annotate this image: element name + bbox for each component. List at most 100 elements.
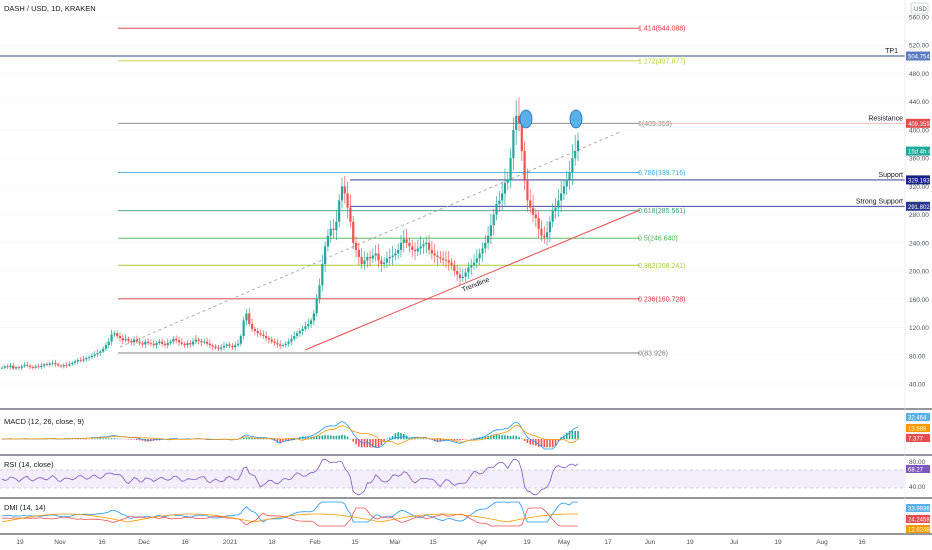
macd-histogram-bar	[338, 435, 340, 440]
candle-body	[17, 367, 20, 368]
macd-histogram-bar	[284, 439, 287, 442]
macd-histogram-bar	[259, 438, 262, 440]
candle-body	[267, 338, 271, 340]
candle-body	[394, 253, 397, 256]
candle-body	[293, 336, 296, 339]
time-tick: Mar	[389, 539, 401, 546]
macd-histogram-bar	[459, 439, 461, 441]
macd-histogram-bar	[504, 435, 506, 440]
macd-histogram-bar	[419, 438, 422, 440]
macd-line	[1, 420, 579, 450]
trendline	[304, 209, 641, 351]
candle-body	[141, 343, 144, 345]
candle-body	[464, 272, 467, 277]
candle-body	[194, 339, 197, 342]
candle-body	[183, 343, 186, 346]
price-axis[interactable]: 40.00 80.00 120.00 160.00 200.00 240.00 280.00…	[909, 15, 929, 389]
time-tick: Dec	[138, 539, 150, 546]
candle-body	[576, 140, 580, 152]
price-tag-text: 504.754	[908, 54, 930, 60]
candle-body	[276, 343, 279, 345]
fib-label: 0.5(246.640)	[638, 236, 678, 243]
candle-body	[222, 345, 226, 348]
candle-body	[548, 221, 552, 233]
macd-histogram-bar	[526, 439, 529, 444]
time-axis[interactable]: 19 Nov 16 Dec 16 2021 18 Feb 15 Mar 15 Apr 19 May 17 Ju…	[16, 539, 866, 546]
macd-histogram-bar	[360, 439, 363, 448]
macd-histogram-bar	[355, 439, 357, 445]
macd-histogram-bar	[546, 439, 548, 448]
macd-histogram-bar	[386, 438, 388, 440]
macd-histogram-bar	[136, 439, 138, 441]
price-tick: 40.00	[909, 382, 926, 389]
macd-histogram-bar	[512, 435, 515, 440]
candle-body	[71, 362, 74, 365]
candle-body	[498, 200, 501, 205]
candle-body	[189, 343, 192, 345]
price-tag	[906, 51, 930, 61]
candle-body	[557, 200, 560, 208]
candle-body	[65, 364, 68, 366]
macd-histogram-bar	[391, 435, 394, 440]
candle-body	[436, 255, 439, 257]
candle-body	[40, 365, 43, 368]
price-tag	[906, 175, 930, 185]
candle-body	[321, 264, 324, 286]
macd-histogram-bar	[352, 439, 355, 442]
price-tick: 320.00	[909, 184, 929, 191]
macd-pane	[1, 420, 579, 450]
candle-body	[484, 242, 487, 249]
price-tick: 80.00	[909, 353, 926, 360]
macd-histogram-bar	[383, 439, 385, 443]
candle-body	[270, 339, 273, 342]
time-tick: 15	[429, 539, 437, 546]
candle-body	[281, 345, 285, 346]
price-tick: 360.00	[909, 156, 929, 163]
macd-histogram-bar	[425, 438, 428, 440]
macd-histogram-bar	[509, 435, 512, 440]
macd-histogram-bar	[557, 439, 560, 442]
rsi-value: 68.27	[908, 468, 924, 474]
price-tick: 480.00	[909, 71, 929, 78]
candle-body	[309, 320, 313, 325]
candle-body	[211, 345, 214, 347]
fib-label: 0.382(208.241)	[638, 263, 685, 270]
macd-histogram-bar	[346, 436, 349, 440]
candle-body	[197, 339, 200, 341]
macd-histogram-bar	[282, 439, 284, 442]
candle-body	[307, 324, 310, 327]
candle-body	[568, 172, 571, 180]
macd-value-2: 13.588	[908, 427, 927, 433]
candle-body	[470, 265, 473, 268]
candle-body	[147, 341, 150, 344]
candle-body	[79, 360, 82, 361]
macd-histogram-bar	[554, 439, 557, 446]
candle-body	[62, 364, 65, 367]
top-marker-2	[569, 109, 583, 129]
candle-body	[186, 343, 189, 346]
macd-histogram-bar	[358, 439, 360, 447]
candle-body	[374, 253, 377, 256]
candle-body	[501, 193, 504, 201]
currency-badge[interactable]	[910, 2, 929, 15]
candle-body	[284, 343, 287, 346]
candle-body	[402, 239, 405, 243]
candle-body	[45, 364, 49, 366]
macd-histogram-bar	[130, 439, 133, 440]
fib-label: 0(83.926)	[638, 350, 668, 357]
candle-body	[574, 151, 577, 159]
macd-title: MACD (12, 26, close, 9)	[4, 417, 85, 426]
candle-body	[442, 258, 445, 260]
price-tick: 440.00	[909, 99, 929, 106]
macd-histogram-bar	[279, 439, 281, 444]
macd-histogram-bar	[133, 439, 135, 440]
macd-histogram-bar	[456, 439, 458, 441]
candle-body	[560, 193, 563, 201]
macd-histogram-bar	[436, 439, 439, 443]
macd-histogram-bar	[51, 438, 54, 440]
candle-body	[200, 340, 203, 343]
candle-body	[90, 355, 94, 358]
macd-histogram-bar	[105, 438, 107, 440]
candle-body	[324, 246, 327, 265]
